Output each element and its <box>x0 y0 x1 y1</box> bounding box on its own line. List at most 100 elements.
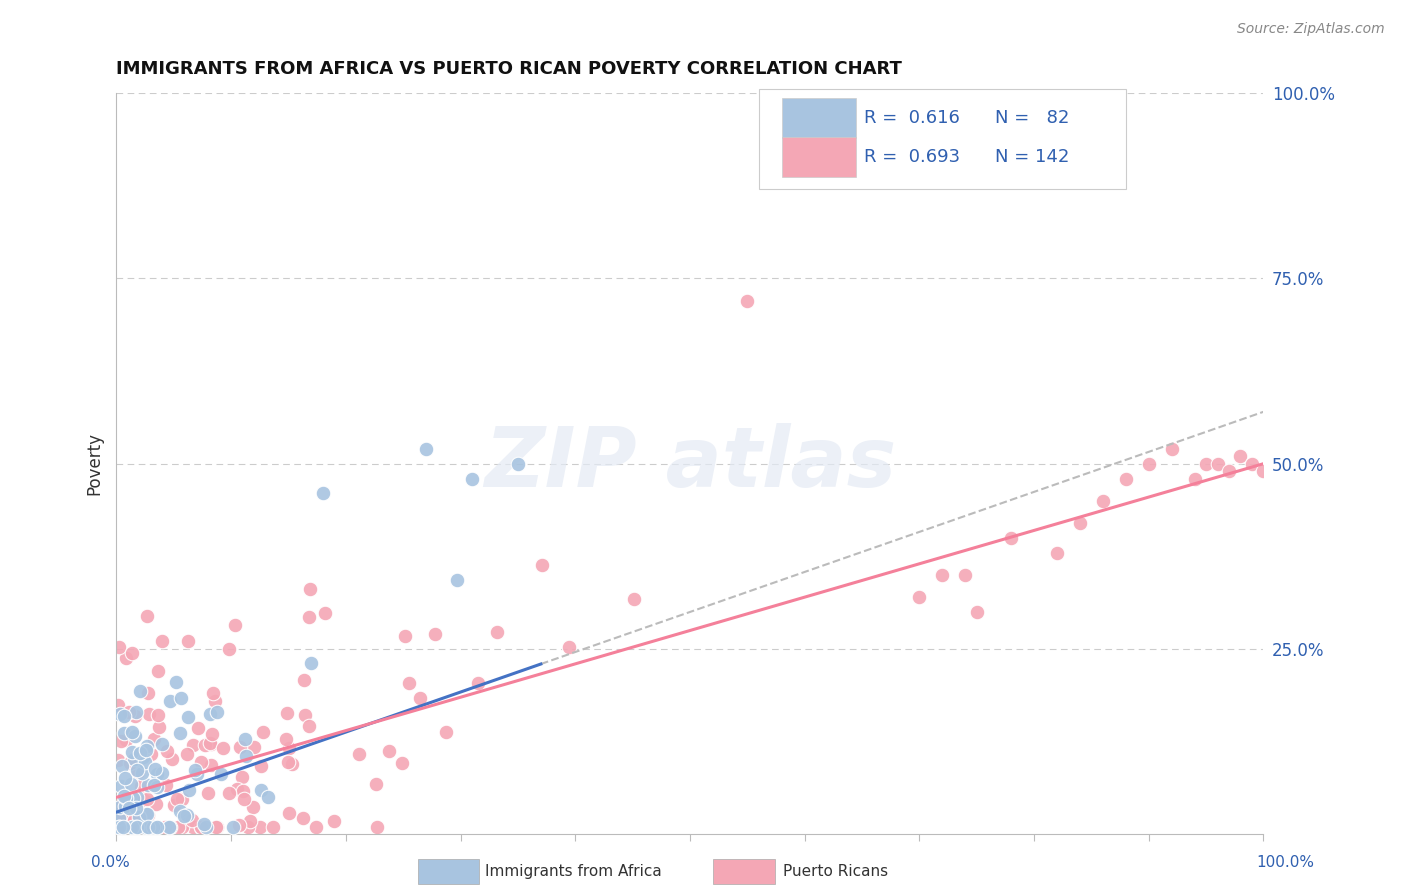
Point <box>134 820 156 834</box>
Point <box>186 766 208 780</box>
Point <box>231 770 253 784</box>
Point <box>1137 457 1160 471</box>
Point <box>299 656 322 670</box>
Point <box>121 745 143 759</box>
Point <box>132 749 155 764</box>
Point <box>134 793 156 807</box>
Point <box>131 766 153 780</box>
Point <box>176 808 198 822</box>
Point <box>136 820 159 834</box>
Point <box>169 804 191 818</box>
Point <box>135 739 157 753</box>
Point <box>398 676 420 690</box>
Point <box>142 778 165 792</box>
Point <box>250 759 273 773</box>
Point <box>160 752 183 766</box>
Point <box>378 744 401 758</box>
Point <box>486 625 509 640</box>
Point <box>1218 464 1240 478</box>
Point <box>211 741 233 756</box>
Point <box>1184 471 1206 485</box>
Point <box>107 753 129 767</box>
Point <box>908 590 931 604</box>
Point <box>114 798 136 813</box>
Point <box>121 820 143 834</box>
Point <box>184 763 207 777</box>
Point <box>181 814 204 828</box>
Point <box>134 755 156 769</box>
Point <box>118 806 141 821</box>
Point <box>135 745 157 759</box>
Point <box>146 780 169 795</box>
Point <box>108 820 131 834</box>
Point <box>200 737 222 751</box>
Point <box>138 707 160 722</box>
Point <box>112 725 135 739</box>
Point <box>931 145 953 160</box>
Point <box>108 811 131 825</box>
Point <box>145 797 167 812</box>
Point <box>124 706 146 720</box>
Point <box>312 486 335 500</box>
Point <box>111 759 134 773</box>
Point <box>108 706 131 721</box>
Point <box>110 797 132 811</box>
Point <box>176 747 198 761</box>
Point <box>108 820 131 834</box>
Point <box>198 736 221 750</box>
Point <box>135 806 157 821</box>
Point <box>136 820 159 834</box>
Point <box>235 749 257 764</box>
Point <box>121 724 143 739</box>
Point <box>165 674 187 689</box>
Point <box>166 792 188 806</box>
Point <box>218 642 240 657</box>
FancyBboxPatch shape <box>782 98 856 138</box>
Point <box>201 727 224 741</box>
Point <box>118 756 141 771</box>
Point <box>107 820 129 834</box>
Point <box>257 790 280 805</box>
Point <box>228 740 250 755</box>
Point <box>143 732 166 747</box>
Point <box>114 772 136 786</box>
Point <box>193 816 215 830</box>
Point <box>226 782 249 797</box>
Point <box>205 820 228 834</box>
Point <box>177 634 200 648</box>
Text: Immigrants from Africa: Immigrants from Africa <box>485 864 662 879</box>
Point <box>1115 471 1137 485</box>
Point <box>112 708 135 723</box>
Point <box>294 707 316 722</box>
Point <box>124 709 146 723</box>
Point <box>177 710 200 724</box>
Point <box>415 442 437 456</box>
Point <box>122 791 145 805</box>
Point <box>136 608 159 623</box>
Point <box>209 767 232 781</box>
Point <box>125 820 148 834</box>
Point <box>262 820 284 834</box>
Text: R =  0.693: R = 0.693 <box>865 148 960 166</box>
Point <box>170 792 193 806</box>
Point <box>139 747 162 761</box>
Point <box>125 801 148 815</box>
Text: R =  0.616: R = 0.616 <box>865 110 960 128</box>
Point <box>127 764 149 778</box>
Point <box>128 820 150 834</box>
Point <box>446 574 468 588</box>
Point <box>152 633 174 648</box>
Text: 100.0%: 100.0% <box>1257 855 1315 870</box>
Point <box>155 778 177 792</box>
Point <box>127 765 149 780</box>
Point <box>118 705 141 719</box>
Point <box>125 820 148 834</box>
Point <box>108 800 131 814</box>
Point <box>305 820 328 834</box>
Point <box>181 738 204 752</box>
Point <box>129 747 152 761</box>
Point <box>252 725 274 739</box>
Point <box>125 820 148 834</box>
Point <box>232 784 254 798</box>
Point <box>249 820 271 834</box>
